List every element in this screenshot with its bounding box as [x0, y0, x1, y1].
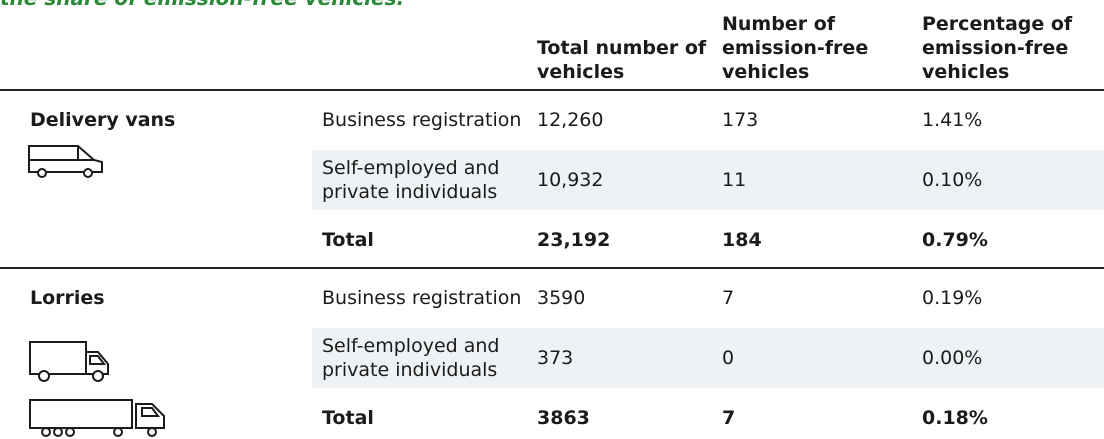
cell: 0.10% [922, 169, 983, 191]
cell: Total [322, 407, 374, 429]
column-header: Total number of vehicles [537, 37, 707, 83]
cell: 373 [537, 347, 574, 369]
column-header: Number of emission-free vehicles [722, 13, 869, 83]
cell: 0.79% [922, 229, 988, 251]
cell: Business registration [322, 109, 522, 131]
cell: 0.00% [922, 347, 983, 369]
cell: 3863 [537, 407, 590, 429]
cell: 1.41% [922, 109, 983, 131]
group-rule [0, 267, 1104, 269]
cell: 11 [722, 169, 747, 191]
cell: 0.19% [922, 287, 983, 309]
cell: Business registration [322, 287, 522, 309]
column-header: Percentage of emission-free vehicles [922, 13, 1073, 83]
cell: Total [322, 229, 374, 251]
cell: Self-employed and private individuals [322, 335, 500, 381]
van-icon [28, 145, 103, 178]
cell: 23,192 [537, 229, 611, 251]
cell: 173 [722, 109, 759, 131]
cell: 7 [722, 287, 735, 309]
lorry-icon [29, 341, 109, 382]
cell: 184 [722, 229, 762, 251]
group-label: Delivery vans [30, 109, 176, 131]
cell: 7 [722, 407, 736, 429]
cell: Self-employed and private individuals [322, 157, 500, 203]
group-rule [0, 89, 1104, 91]
group-label: Lorries [30, 287, 105, 309]
truck-icon [29, 399, 165, 437]
row-band [312, 150, 1104, 210]
cell: 10,932 [537, 169, 604, 191]
caption: the share of emission-free vehicles. [0, 0, 404, 10]
cell: 12,260 [537, 109, 604, 131]
cell: 0 [722, 347, 735, 369]
cell: 3590 [537, 287, 586, 309]
cell: 0.18% [922, 407, 988, 429]
row-band [312, 328, 1104, 388]
